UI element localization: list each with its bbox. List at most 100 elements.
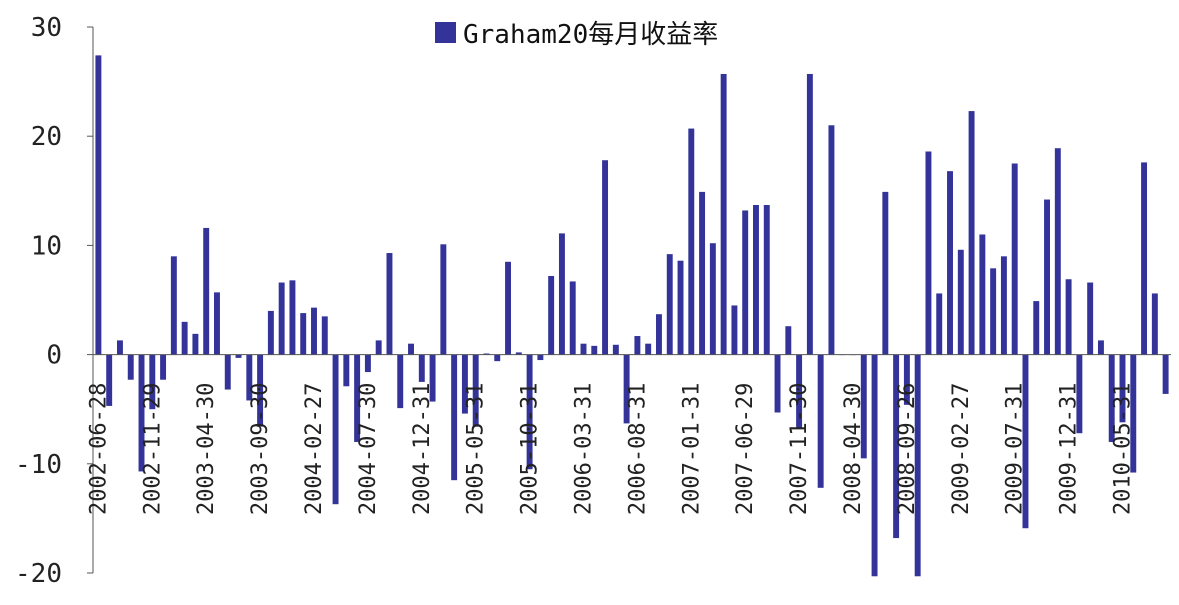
x-tick-label: 2006-08-31 (625, 383, 650, 515)
bar (429, 354, 436, 402)
bar (505, 261, 511, 355)
bar (386, 253, 393, 355)
bar (612, 344, 619, 355)
bar (472, 354, 479, 427)
bar (893, 354, 900, 539)
bar (774, 354, 781, 413)
y-tick-label: 0 (46, 341, 62, 371)
bar (623, 354, 630, 424)
y-tick-label: 20 (31, 122, 62, 152)
bar (203, 227, 210, 355)
bar (1076, 354, 1083, 434)
bar (289, 280, 296, 355)
bar (763, 205, 770, 355)
x-tick-label: 2010-05-31 (1110, 383, 1135, 515)
bar (526, 354, 533, 470)
bar (914, 354, 921, 577)
bar (224, 354, 231, 390)
bar (860, 354, 867, 459)
bar (343, 354, 350, 387)
bar (720, 73, 727, 355)
bar (494, 354, 501, 362)
x-tick-label: 2009-02-27 (949, 383, 974, 515)
bar (364, 354, 371, 373)
bar (170, 256, 177, 355)
x-tick-label: 2007-06-29 (733, 383, 758, 515)
bar (731, 305, 738, 355)
bar (688, 128, 695, 355)
bar (321, 316, 328, 355)
x-tick-label: 2003-09-30 (248, 383, 273, 515)
bar (871, 354, 878, 577)
bar (138, 354, 145, 472)
x-tick-label: 2005-05-31 (464, 383, 489, 515)
x-tick-label: 2004-12-31 (410, 383, 435, 515)
bar (936, 293, 943, 355)
bar (1022, 354, 1029, 529)
bar (246, 354, 253, 401)
y-tick-label: -20 (15, 559, 62, 589)
bar (806, 73, 813, 355)
bar (1000, 256, 1007, 355)
x-tick-label: 2009-07-31 (1003, 383, 1028, 515)
bar (882, 191, 889, 355)
bar (1054, 148, 1061, 355)
bar (925, 151, 932, 355)
bar (537, 354, 544, 361)
bar (957, 249, 964, 355)
x-tick-label: 2007-11-30 (787, 383, 812, 515)
y-tick-label: 10 (31, 231, 62, 261)
bar (149, 354, 156, 410)
bar (580, 343, 587, 355)
bar (1011, 163, 1018, 355)
bar (709, 243, 716, 355)
bar (267, 310, 274, 355)
bar (947, 171, 953, 355)
bar (116, 340, 123, 355)
bar (666, 254, 673, 355)
x-tick-label: 2006-03-31 (571, 383, 596, 515)
bar (278, 282, 285, 355)
bar (817, 354, 824, 488)
bar (1108, 354, 1115, 442)
bar (483, 353, 490, 355)
x-tick-label: 2002-11-29 (140, 383, 165, 515)
bar (903, 354, 910, 405)
bar (311, 307, 317, 355)
y-tick-label: 30 (31, 13, 62, 43)
bar (1151, 293, 1158, 355)
bar (192, 333, 199, 355)
bar (796, 354, 803, 429)
bar (397, 354, 404, 409)
bar (1119, 354, 1126, 423)
x-tick-label: 2002-06-28 (86, 383, 111, 515)
bar (181, 321, 188, 355)
bar (106, 354, 113, 406)
bar (1044, 199, 1050, 355)
bar (375, 340, 382, 355)
bar (461, 354, 468, 414)
bar (968, 111, 975, 355)
bar (1033, 301, 1040, 355)
bar (1130, 354, 1137, 473)
bar (127, 354, 134, 380)
bar (990, 268, 997, 355)
x-tick-label: 2009-12-31 (1057, 383, 1082, 515)
bar (655, 314, 662, 355)
bar (1162, 354, 1169, 394)
x-tick-label: 2007-01-31 (679, 383, 704, 515)
bar (408, 343, 414, 355)
bar (785, 326, 792, 355)
x-tick-labels: 2002-06-28 2002-11-29 2003-04-30 2003-09-30… (86, 383, 1135, 515)
legend: Graham20每月收益率 (435, 20, 718, 50)
bar (602, 160, 609, 355)
bar (160, 354, 167, 380)
legend-swatch (435, 22, 456, 43)
bar (95, 55, 102, 355)
bar (591, 345, 598, 355)
bar (645, 343, 652, 355)
x-tick-label: 2008-04-30 (841, 383, 866, 515)
bar (515, 352, 522, 355)
